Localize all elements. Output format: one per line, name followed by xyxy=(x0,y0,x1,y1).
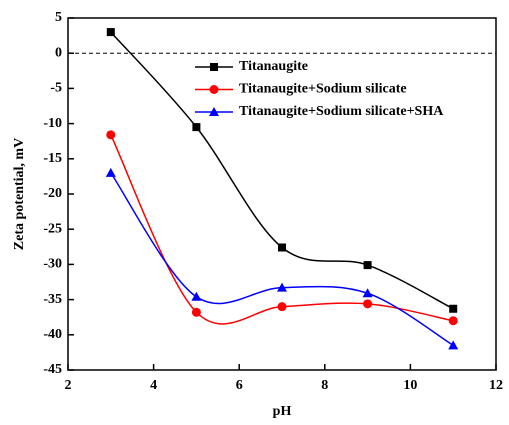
x-tick-label: 10 xyxy=(403,378,417,393)
x-axis-title: pH xyxy=(273,404,292,419)
marker xyxy=(191,291,202,301)
marker xyxy=(106,28,115,37)
marker xyxy=(448,340,459,350)
marker xyxy=(106,130,116,140)
x-tick-label: 6 xyxy=(236,378,243,393)
y-tick-label: -15 xyxy=(43,151,62,166)
marker xyxy=(209,107,219,116)
marker xyxy=(448,316,458,326)
y-tick-label: 5 xyxy=(55,10,62,25)
y-tick-label: -10 xyxy=(43,116,62,131)
y-tick-label: 0 xyxy=(55,45,62,60)
x-tick-label: 8 xyxy=(321,378,328,393)
marker xyxy=(105,167,116,177)
x-tick-label: 2 xyxy=(65,378,72,393)
legend-label: Titanaugite+Sodium silicate+SHA xyxy=(239,104,444,119)
y-tick-label: -40 xyxy=(43,327,62,342)
marker xyxy=(277,282,287,292)
y-tick-label: -45 xyxy=(43,362,62,377)
marker xyxy=(278,243,286,252)
legend-label: Titanaugite xyxy=(239,59,308,74)
marker xyxy=(363,299,373,309)
y-axis-title: Zeta potential, mV xyxy=(12,138,27,250)
x-tick-label: 4 xyxy=(150,378,157,393)
marker xyxy=(209,85,219,94)
x-tick-label: 12 xyxy=(489,378,503,393)
marker xyxy=(192,123,201,132)
marker xyxy=(191,307,201,317)
marker xyxy=(210,63,218,71)
y-tick-label: -5 xyxy=(50,81,62,96)
marker xyxy=(362,288,373,298)
y-tick-label: -25 xyxy=(43,221,62,236)
y-tick-label: -30 xyxy=(43,257,62,272)
series-line xyxy=(110,172,454,347)
marker xyxy=(277,302,287,312)
marker xyxy=(449,304,458,313)
series-line xyxy=(110,31,454,310)
series-line xyxy=(110,134,454,325)
y-tick-label: -20 xyxy=(43,186,62,201)
y-tick-label: -35 xyxy=(43,292,62,307)
legend-label: Titanaugite+Sodium silicate xyxy=(239,82,407,97)
marker xyxy=(363,261,372,270)
